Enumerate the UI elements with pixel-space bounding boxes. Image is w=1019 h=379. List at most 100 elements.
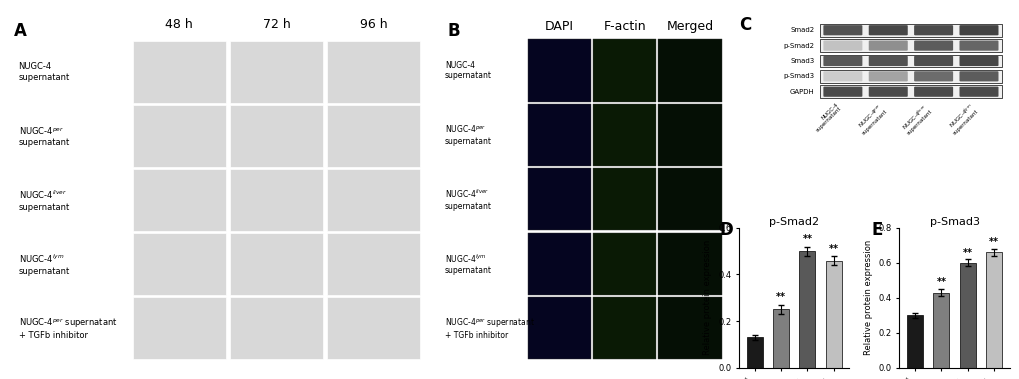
Text: NUGC-4$^{liver}$
supernatant: NUGC-4$^{liver}$ supernatant [899, 102, 932, 136]
Y-axis label: Relative protein expression: Relative protein expression [703, 240, 712, 356]
Text: Smad2: Smad2 [790, 27, 814, 33]
FancyBboxPatch shape [913, 25, 952, 35]
FancyBboxPatch shape [658, 233, 721, 295]
FancyBboxPatch shape [822, 25, 861, 35]
Text: Merged: Merged [665, 20, 713, 33]
Text: NUGC-4
supernatant: NUGC-4 supernatant [444, 61, 491, 80]
FancyBboxPatch shape [527, 103, 590, 166]
Text: **: ** [802, 234, 811, 244]
Bar [799, 251, 814, 368]
Text: NUGC-4$^{lym}$
supernatant: NUGC-4$^{lym}$ supernatant [799, 376, 833, 379]
Text: 48 h: 48 h [165, 19, 193, 31]
Text: NUGC-4
supernatant: NUGC-4 supernatant [811, 102, 842, 133]
FancyBboxPatch shape [959, 56, 998, 66]
FancyBboxPatch shape [913, 87, 952, 97]
Text: NUGC-4$^{lym}$
supernatant: NUGC-4$^{lym}$ supernatant [444, 252, 491, 275]
FancyBboxPatch shape [132, 105, 225, 167]
Text: **: ** [988, 237, 998, 247]
FancyBboxPatch shape [658, 103, 721, 166]
FancyBboxPatch shape [327, 298, 420, 359]
FancyBboxPatch shape [658, 168, 721, 230]
FancyBboxPatch shape [592, 297, 655, 359]
FancyBboxPatch shape [822, 71, 861, 81]
Text: NUGC-4$^{liver}$
supernatant: NUGC-4$^{liver}$ supernatant [444, 188, 491, 211]
FancyBboxPatch shape [822, 56, 861, 66]
Bar [819, 39, 1001, 52]
Text: **: ** [962, 247, 972, 258]
FancyBboxPatch shape [868, 87, 907, 97]
FancyBboxPatch shape [913, 41, 952, 51]
Text: NUGC-4$^{liver}$
supernatant: NUGC-4$^{liver}$ supernatant [18, 189, 69, 211]
Text: NUGC-4$^{liver}$
supernatant: NUGC-4$^{liver}$ supernatant [772, 376, 807, 379]
Text: NUGC-4$^{lym}$
supernatant: NUGC-4$^{lym}$ supernatant [944, 102, 978, 136]
FancyBboxPatch shape [132, 233, 225, 295]
Bar [819, 24, 1001, 36]
FancyBboxPatch shape [592, 233, 655, 295]
FancyBboxPatch shape [327, 41, 420, 103]
FancyBboxPatch shape [527, 233, 590, 295]
FancyBboxPatch shape [592, 168, 655, 230]
Text: 72 h: 72 h [262, 19, 290, 31]
Text: D: D [718, 221, 732, 239]
Text: NUGC-4$^{lym}$
supernatant: NUGC-4$^{lym}$ supernatant [18, 253, 69, 276]
Text: NUGC-4$^{per}$
supernatant: NUGC-4$^{per}$ supernatant [854, 102, 888, 136]
FancyBboxPatch shape [527, 297, 590, 359]
FancyBboxPatch shape [527, 168, 590, 230]
FancyBboxPatch shape [868, 56, 907, 66]
Bar [819, 85, 1001, 98]
Bar [819, 55, 1001, 67]
Text: Smad3: Smad3 [790, 58, 814, 64]
Text: NUGC-4$^{per}$ supernatant
+ TGFb inhibitor: NUGC-4$^{per}$ supernatant + TGFb inhibi… [18, 316, 117, 340]
Bar [819, 70, 1001, 83]
Text: **: ** [935, 277, 946, 287]
FancyBboxPatch shape [959, 87, 998, 97]
Y-axis label: Relative protein expression: Relative protein expression [863, 240, 872, 356]
Text: p-Smad3: p-Smad3 [783, 73, 814, 79]
Text: **: ** [827, 244, 838, 254]
FancyBboxPatch shape [868, 41, 907, 51]
FancyBboxPatch shape [327, 169, 420, 231]
FancyBboxPatch shape [868, 71, 907, 81]
FancyBboxPatch shape [132, 169, 225, 231]
FancyBboxPatch shape [527, 39, 590, 102]
Bar [932, 293, 949, 368]
FancyBboxPatch shape [959, 41, 998, 51]
FancyBboxPatch shape [132, 41, 225, 103]
Text: NUGC-4$^{per}$
supernatant: NUGC-4$^{per}$ supernatant [18, 125, 69, 147]
Title: p-Smad3: p-Smad3 [928, 217, 978, 227]
FancyBboxPatch shape [132, 298, 225, 359]
FancyBboxPatch shape [959, 25, 998, 35]
Text: NUGC-4$^{per}$
supernatant: NUGC-4$^{per}$ supernatant [907, 376, 941, 379]
FancyBboxPatch shape [592, 39, 655, 102]
Bar [959, 263, 974, 368]
Text: GAPDH: GAPDH [790, 89, 814, 95]
FancyBboxPatch shape [822, 87, 861, 97]
Bar [825, 260, 841, 368]
FancyBboxPatch shape [868, 25, 907, 35]
Text: NUGC-4
supernatant: NUGC-4 supernatant [18, 62, 69, 81]
Text: NUGC-4$^{per}$
supernatant: NUGC-4$^{per}$ supernatant [444, 124, 491, 146]
FancyBboxPatch shape [913, 56, 952, 66]
Text: F-actin: F-actin [602, 20, 645, 33]
Title: p-Smad2: p-Smad2 [768, 217, 818, 227]
Text: **: ** [775, 293, 786, 302]
Text: NUGC-4$^{per}$
supernatant: NUGC-4$^{per}$ supernatant [747, 376, 781, 379]
Text: DAPI: DAPI [544, 20, 573, 33]
Text: NUGC-4
supernatant: NUGC-4 supernatant [883, 376, 914, 379]
Bar [906, 315, 922, 368]
FancyBboxPatch shape [327, 233, 420, 295]
Text: NUGC-4
supernatant: NUGC-4 supernatant [722, 376, 754, 379]
Bar [746, 337, 762, 368]
Text: B: B [447, 22, 460, 40]
FancyBboxPatch shape [229, 169, 323, 231]
FancyBboxPatch shape [229, 233, 323, 295]
Text: 96 h: 96 h [360, 19, 387, 31]
FancyBboxPatch shape [592, 103, 655, 166]
Text: C: C [738, 16, 750, 34]
Text: E: E [871, 221, 882, 239]
Text: A: A [14, 22, 28, 40]
FancyBboxPatch shape [959, 71, 998, 81]
Text: NUGC-4$^{lym}$
supernatant: NUGC-4$^{lym}$ supernatant [959, 376, 994, 379]
Bar [772, 309, 788, 368]
FancyBboxPatch shape [822, 41, 861, 51]
